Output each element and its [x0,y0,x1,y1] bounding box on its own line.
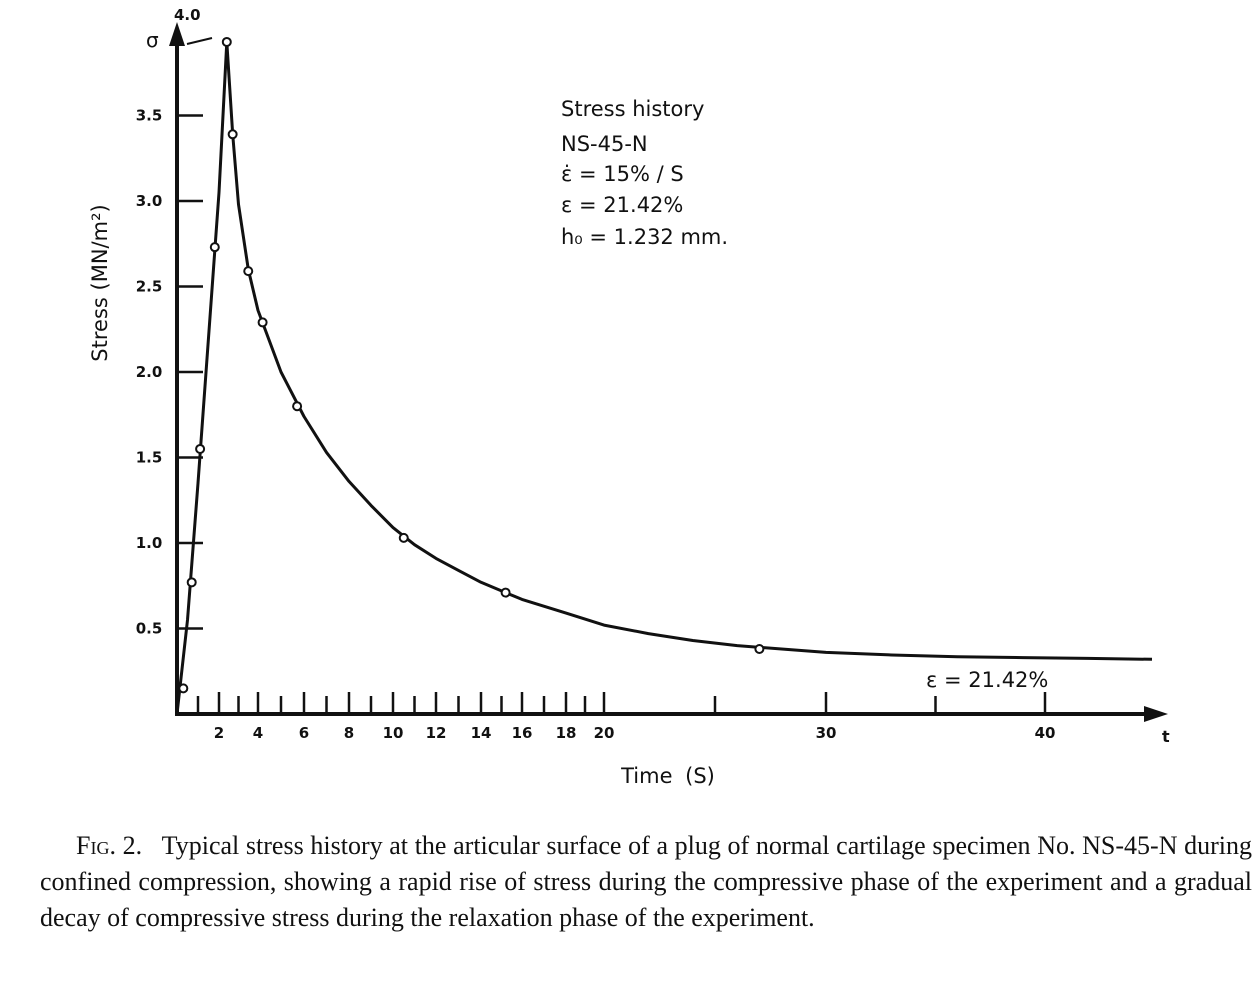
y-top-tick [186,37,213,45]
x-tick-label: 16 [512,724,533,742]
point-layer [178,36,765,694]
y-tick-label: 1.5 [136,449,163,467]
curve-layer [175,40,1153,715]
figure-label: Fig. 2. [76,831,143,860]
x-tick-label: 8 [344,724,354,742]
x-tick-label: 30 [816,724,837,742]
data-point [500,587,511,598]
data-point [209,242,220,253]
data-point [178,683,189,694]
data-point [398,532,409,543]
y-tick-label: 1.0 [136,534,163,552]
figure-caption: Fig. 2. Typical stress history at the ar… [40,828,1252,936]
y-axis-symbol: σ [146,28,159,52]
strain-label: ε = 21.42% [926,668,1048,692]
x-tick-label: 12 [426,724,447,742]
stress-history-chart: 0.5 1.0 1.5 2.0 2.5 3.0 3.5 2 4 6 8 10 12 14 16 18 20 30… [88,6,1170,788]
data-point [195,443,206,454]
annotation-line-1: Stress history [561,97,704,121]
y-top-label: 4.0 [174,6,201,24]
y-ticks: 0.5 1.0 1.5 2.0 2.5 3.0 3.5 [136,107,203,638]
y-tick-label: 3.5 [136,107,163,125]
data-point [257,317,268,328]
x-tick-label: 2 [214,724,224,742]
y-axis-title: Stress (MN/m²) [88,204,112,361]
y-axis-arrow [169,22,185,46]
annotation-line-2: NS-45-N [561,132,648,156]
axes [169,22,1168,722]
x-tick-label: 40 [1035,724,1056,742]
stress-curve [175,40,1153,715]
annotation-line-5: h₀ = 1.232 mm. [561,225,728,249]
data-point [754,644,765,655]
data-point [186,577,197,588]
x-axis-symbol: t [1162,727,1170,746]
annotation-box: Stress history NS-45-N ε̇ = 15% / S ε = … [561,97,728,249]
annotation-line-4: ε = 21.42% [561,193,683,217]
x-tick-label: 4 [253,724,263,742]
y-tick-label: 3.0 [136,192,163,210]
x-tick-label: 6 [299,724,309,742]
y-tick-label: 2.5 [136,278,163,296]
data-point [243,266,254,277]
y-tick-label: 2.0 [136,363,163,381]
x-axis-arrow [1144,706,1168,722]
data-point [292,401,303,412]
x-axis-title: Time (S) [620,764,715,788]
y-tick-label: 0.5 [136,620,163,638]
x-tick-label: 10 [383,724,404,742]
x-tick-label: 18 [556,724,577,742]
x-tick-label: 20 [594,724,615,742]
x-tick-label: 14 [471,724,492,742]
data-point [227,129,238,140]
annotation-line-3: ε̇ = 15% / S [561,162,684,186]
data-point [221,36,232,47]
x-ticks: 2 4 6 8 10 12 14 16 18 20 30 40 [196,692,1056,742]
caption-text: Typical stress history at the articular … [40,831,1253,932]
